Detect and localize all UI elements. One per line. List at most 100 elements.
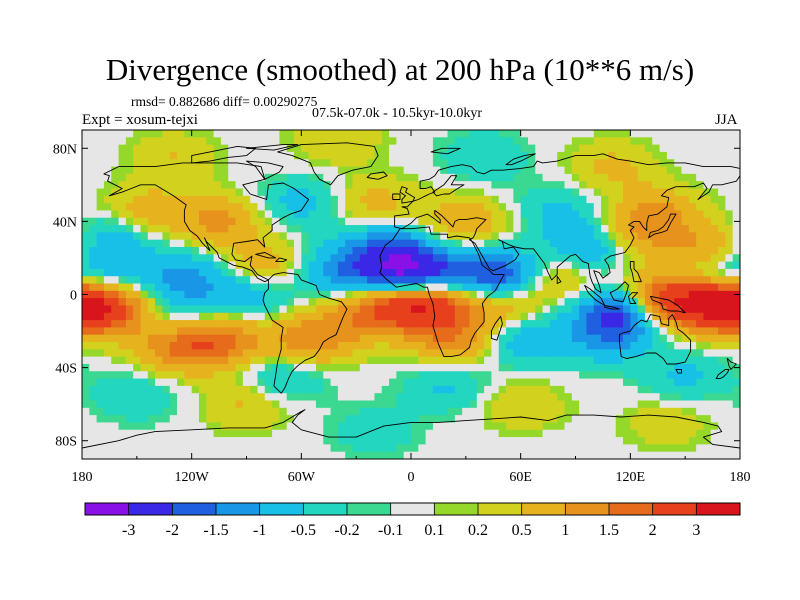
field-cell <box>542 268 551 277</box>
field-cell <box>659 363 668 372</box>
field-cell <box>89 225 98 233</box>
field-cell <box>82 342 90 350</box>
field-cell <box>155 137 163 146</box>
field-cell <box>674 151 682 160</box>
field-cell <box>513 305 522 314</box>
field-cell <box>147 159 156 167</box>
field-cell <box>228 407 236 416</box>
field-cell <box>688 437 697 445</box>
field-cell <box>462 166 470 175</box>
field-cell <box>286 327 295 336</box>
field-cell <box>710 385 719 394</box>
field-cell <box>527 276 536 284</box>
field-cell <box>718 298 726 306</box>
field-cell <box>264 261 273 270</box>
field-cell <box>425 151 434 160</box>
field-cell <box>549 371 558 379</box>
field-cell <box>250 334 258 343</box>
field-cell <box>308 217 317 226</box>
field-cell <box>411 305 419 314</box>
field-cell <box>286 232 295 241</box>
field-cell <box>542 144 551 153</box>
field-cell <box>147 130 156 138</box>
field-cell <box>666 305 675 314</box>
coastline-africa <box>379 226 505 358</box>
field-cell <box>301 422 310 431</box>
field-cell <box>242 363 251 372</box>
field-cell <box>308 151 317 160</box>
field-cell <box>206 254 214 262</box>
field-cell <box>564 276 573 284</box>
field-cell <box>491 349 500 358</box>
field-cell <box>579 203 587 211</box>
field-cell <box>652 393 660 401</box>
field-cell <box>228 415 236 423</box>
field-cell <box>688 173 697 182</box>
field-cell <box>111 225 119 233</box>
field-cell <box>198 151 207 160</box>
field-cell <box>469 305 478 314</box>
field-cell <box>301 451 310 459</box>
field-cell <box>228 290 236 299</box>
field-cell <box>659 349 668 358</box>
field-cell <box>652 422 660 431</box>
field-cell <box>564 451 573 459</box>
field-cell <box>696 385 704 394</box>
field-cell <box>586 181 595 189</box>
field-cell <box>476 210 485 219</box>
field-cell <box>352 173 361 182</box>
field-cell <box>615 203 624 211</box>
field-cell <box>571 173 580 182</box>
field-cell <box>155 144 163 153</box>
field-cell <box>389 320 397 328</box>
field-cell <box>213 429 222 438</box>
field-cell <box>615 349 624 358</box>
field-cell <box>476 451 485 459</box>
field-cell <box>82 188 90 197</box>
field-cell <box>411 422 419 431</box>
field-cell <box>571 327 580 336</box>
field-cell <box>359 437 368 445</box>
field-cell <box>359 349 368 358</box>
field-cell <box>571 407 580 416</box>
field-cell <box>177 195 185 204</box>
field-cell <box>696 261 704 270</box>
field-cell <box>703 356 712 365</box>
field-cell <box>337 356 346 365</box>
field-cell <box>579 144 587 153</box>
field-cell <box>359 378 368 387</box>
field-cell <box>286 181 295 189</box>
field-cell <box>506 283 514 292</box>
field-cell <box>608 232 617 241</box>
field-cell <box>198 349 207 358</box>
field-cell <box>703 444 712 453</box>
field-cell <box>593 210 602 219</box>
field-cell <box>220 393 229 401</box>
field-cell <box>725 429 734 438</box>
field-cell <box>272 151 280 160</box>
field-cell <box>659 246 668 255</box>
field-cell <box>703 246 712 255</box>
field-cell <box>103 349 112 358</box>
field-cell <box>674 312 682 321</box>
field-cell <box>381 130 390 138</box>
field-cell <box>169 393 178 401</box>
field-cell <box>169 334 178 343</box>
field-cell <box>469 283 478 292</box>
field-cell <box>337 327 346 336</box>
field-cell <box>308 268 317 277</box>
field-cell <box>301 144 310 153</box>
field-cell <box>89 173 98 182</box>
field-cell <box>564 327 573 336</box>
field-cell <box>623 429 631 438</box>
field-cell <box>432 290 441 299</box>
field-cell <box>440 261 448 270</box>
field-cell <box>191 181 200 189</box>
field-cell <box>462 188 470 197</box>
field-cell <box>608 137 617 146</box>
field-cell <box>96 246 105 255</box>
field-cell <box>593 342 602 350</box>
field-cell <box>147 166 156 175</box>
field-cell <box>403 320 412 328</box>
field-cell <box>601 210 609 219</box>
